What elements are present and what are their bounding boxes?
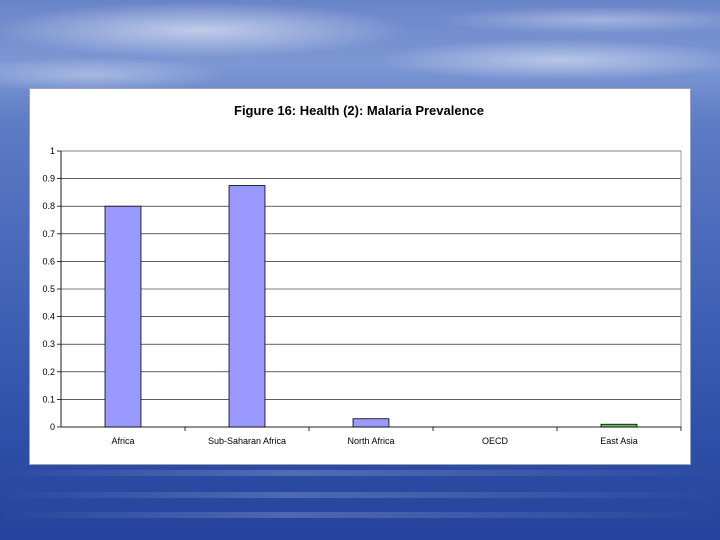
- bar-africa: [104, 205, 142, 428]
- bar-north-africa: [352, 418, 390, 428]
- gridlines: [61, 150, 681, 428]
- y-tick-label: 0.3: [42, 339, 55, 349]
- y-tick-label: 0.8: [42, 201, 55, 211]
- y-tick-label: 0.2: [42, 367, 55, 377]
- category-labels: Africa Sub-Saharan Africa North Africa OECD…: [111, 436, 637, 446]
- y-tick-label: 0.1: [42, 394, 55, 404]
- y-tick-label: 0.6: [42, 256, 55, 266]
- y-tick-label: 0.9: [42, 174, 55, 184]
- y-tick-label: 0.4: [42, 312, 55, 322]
- bars: [104, 185, 638, 428]
- bar-chart: Figure 16: Health (2): Malaria Prevalenc…: [42, 103, 682, 446]
- bar-east-asia: [600, 423, 638, 428]
- y-tick-label: 0.7: [42, 229, 55, 239]
- x-tick-label: Africa: [111, 436, 134, 446]
- x-tick-label: East Asia: [600, 436, 638, 446]
- bar-sub-saharan-africa: [228, 185, 266, 428]
- x-tick-label: Sub-Saharan Africa: [208, 436, 286, 446]
- y-tick-label: 1: [50, 146, 55, 156]
- chart-title: Figure 16: Health (2): Malaria Prevalenc…: [234, 103, 484, 118]
- x-tick-label: North Africa: [347, 436, 394, 446]
- x-tick-label: OECD: [482, 436, 509, 446]
- chart-panel: Figure 16: Health (2): Malaria Prevalenc…: [29, 88, 691, 465]
- y-tick-label: 0.5: [42, 284, 55, 294]
- y-tick-label: 0: [50, 422, 55, 432]
